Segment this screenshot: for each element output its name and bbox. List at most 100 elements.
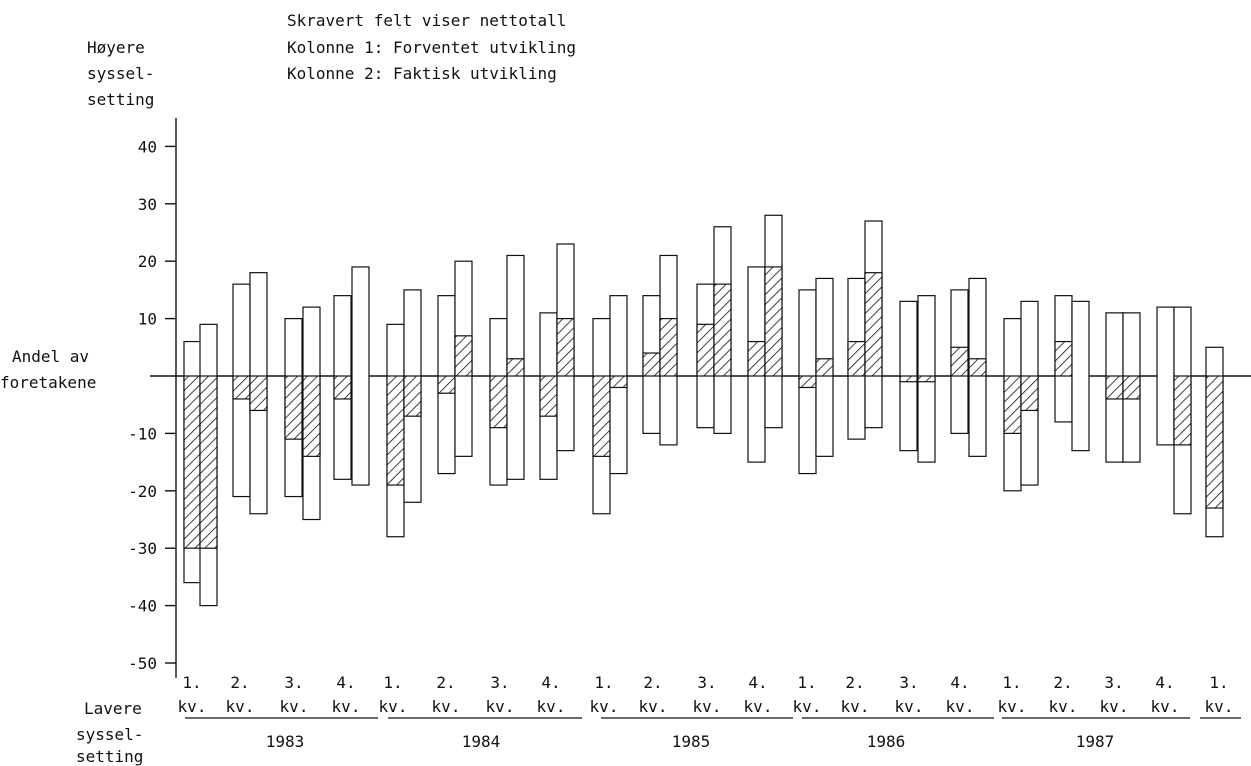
quarter-number-label: 2.: [1053, 673, 1072, 692]
bar-range: [351, 266, 370, 486]
bar-range: [1156, 306, 1175, 446]
quarter-kv-label: kv.: [1049, 697, 1078, 716]
bar-net-hatched: [1122, 375, 1141, 400]
bar-actual: [1173, 306, 1192, 515]
bar-actual: [454, 260, 473, 457]
y-tick-label: 30: [138, 195, 157, 214]
y-tick-label: -50: [128, 654, 157, 673]
bar-net-hatched: [642, 352, 661, 377]
bar-net-hatched: [506, 358, 525, 377]
y-axis-bottom-label: Lavere syssel- setting: [76, 699, 143, 766]
bar-expected: [642, 295, 661, 435]
bar-actual: [1020, 300, 1039, 486]
quarter-kv-label: kv.: [639, 697, 668, 716]
bar-expected: [232, 283, 251, 498]
quarter-number-label: 4.: [950, 673, 969, 692]
legend-title: Skravert felt viser nettotall: [287, 11, 566, 30]
bar-expected: [950, 289, 969, 434]
bar-net-hatched: [386, 375, 405, 486]
x-axis-labels: 1. kv. 2. kv. 3. kv. 4. kv. 1. kv. 2. kv. 3. kv. 4. kv.…: [178, 673, 1241, 751]
bar-net-hatched: [950, 346, 969, 377]
bar-expected: [1156, 306, 1175, 446]
quarter-kv-label: kv.: [332, 697, 361, 716]
bar-actual: [968, 277, 987, 457]
quarter-kv-label: kv.: [379, 697, 408, 716]
legend-column-2: Kolonne 2: Faktisk utvikling: [287, 64, 557, 83]
bar-net-hatched: [1020, 375, 1039, 412]
bars: [183, 214, 1224, 607]
y-tick-label: 20: [138, 252, 157, 271]
quarter-kv-label: kv.: [998, 697, 1027, 716]
bar-expected: [489, 318, 508, 486]
quarter-kv-label: kv.: [226, 697, 255, 716]
bar-net-hatched: [747, 340, 766, 377]
bar-expected: [437, 295, 456, 475]
bar-actual: [917, 295, 936, 463]
quarter-number-label: 2.: [845, 673, 864, 692]
quarter-number-label: 1.: [594, 673, 613, 692]
quarter-number-label: 1.: [797, 673, 816, 692]
bar-net-hatched: [249, 375, 268, 412]
quarter-kv-label: kv.: [841, 697, 870, 716]
quarter-kv-label: kv.: [590, 697, 619, 716]
y-top-label-line-3: setting: [87, 90, 154, 109]
bar-actual: [199, 323, 218, 607]
y-bottom-label-line-1: Lavere: [84, 699, 142, 718]
legend-column-1: Kolonne 1: Forventet utvikling: [287, 38, 576, 57]
bar-net-hatched: [539, 375, 558, 417]
y-mid-label-line-2: foretakene: [0, 373, 96, 392]
bar-expected: [747, 266, 766, 463]
bar-net-hatched: [864, 272, 883, 377]
quarter-number-label: 3.: [284, 673, 303, 692]
bar-net-hatched: [609, 375, 628, 389]
bar-actual: [609, 295, 628, 475]
bar-expected: [1003, 318, 1022, 492]
quarter-kv-label: kv.: [537, 697, 566, 716]
bar-actual: [1205, 346, 1224, 538]
bar-net-hatched: [815, 358, 834, 377]
bar-expected: [333, 295, 352, 480]
bar-net-hatched: [968, 358, 987, 377]
y-bottom-label-line-2: syssel-: [76, 725, 143, 744]
quarter-number-label: 3.: [899, 673, 918, 692]
quarter-number-label: 1.: [182, 673, 201, 692]
quarter-kv-label: kv.: [895, 697, 924, 716]
bar-net-hatched: [232, 375, 251, 400]
y-axis-middle-label: Andel av foretakene: [0, 347, 96, 392]
quarter-number-label: 2.: [436, 673, 455, 692]
bar-expected: [696, 283, 715, 429]
year-label: 1983: [266, 732, 305, 751]
bar-expected: [183, 340, 202, 584]
bar-net-hatched: [764, 266, 783, 377]
bar-net-hatched: [1205, 375, 1224, 509]
bar-actual: [864, 220, 883, 429]
bar-net-hatched: [1105, 375, 1124, 400]
bar-net-hatched: [592, 375, 611, 457]
bar-expected: [847, 277, 866, 440]
quarter-number-label: 1.: [1209, 673, 1228, 692]
quarter-kv-label: kv.: [1100, 697, 1129, 716]
bar-actual: [506, 254, 525, 480]
y-tick-label: 10: [138, 310, 157, 329]
quarter-number-label: 4.: [748, 673, 767, 692]
quarter-kv-label: kv.: [486, 697, 515, 716]
bar-actual: [403, 289, 422, 503]
bar-expected: [1105, 312, 1124, 463]
bar-net-hatched: [302, 375, 321, 457]
year-label: 1987: [1076, 732, 1115, 751]
bar-actual: [351, 266, 370, 486]
quarter-number-label: 4.: [541, 673, 560, 692]
y-top-label-line-1: Høyere: [87, 38, 145, 57]
quarter-kv-label: kv.: [280, 697, 309, 716]
year-label: 1986: [867, 732, 906, 751]
bar-range: [1071, 300, 1090, 452]
bar-actual: [713, 226, 732, 434]
bar-net-hatched: [659, 318, 678, 377]
y-bottom-label-line-3: setting: [76, 747, 143, 766]
bar-actual: [1122, 312, 1141, 463]
quarter-kv-label: kv.: [693, 697, 722, 716]
bar-net-hatched: [847, 340, 866, 377]
bar-net-hatched: [199, 375, 218, 549]
bar-net-hatched: [403, 375, 422, 417]
